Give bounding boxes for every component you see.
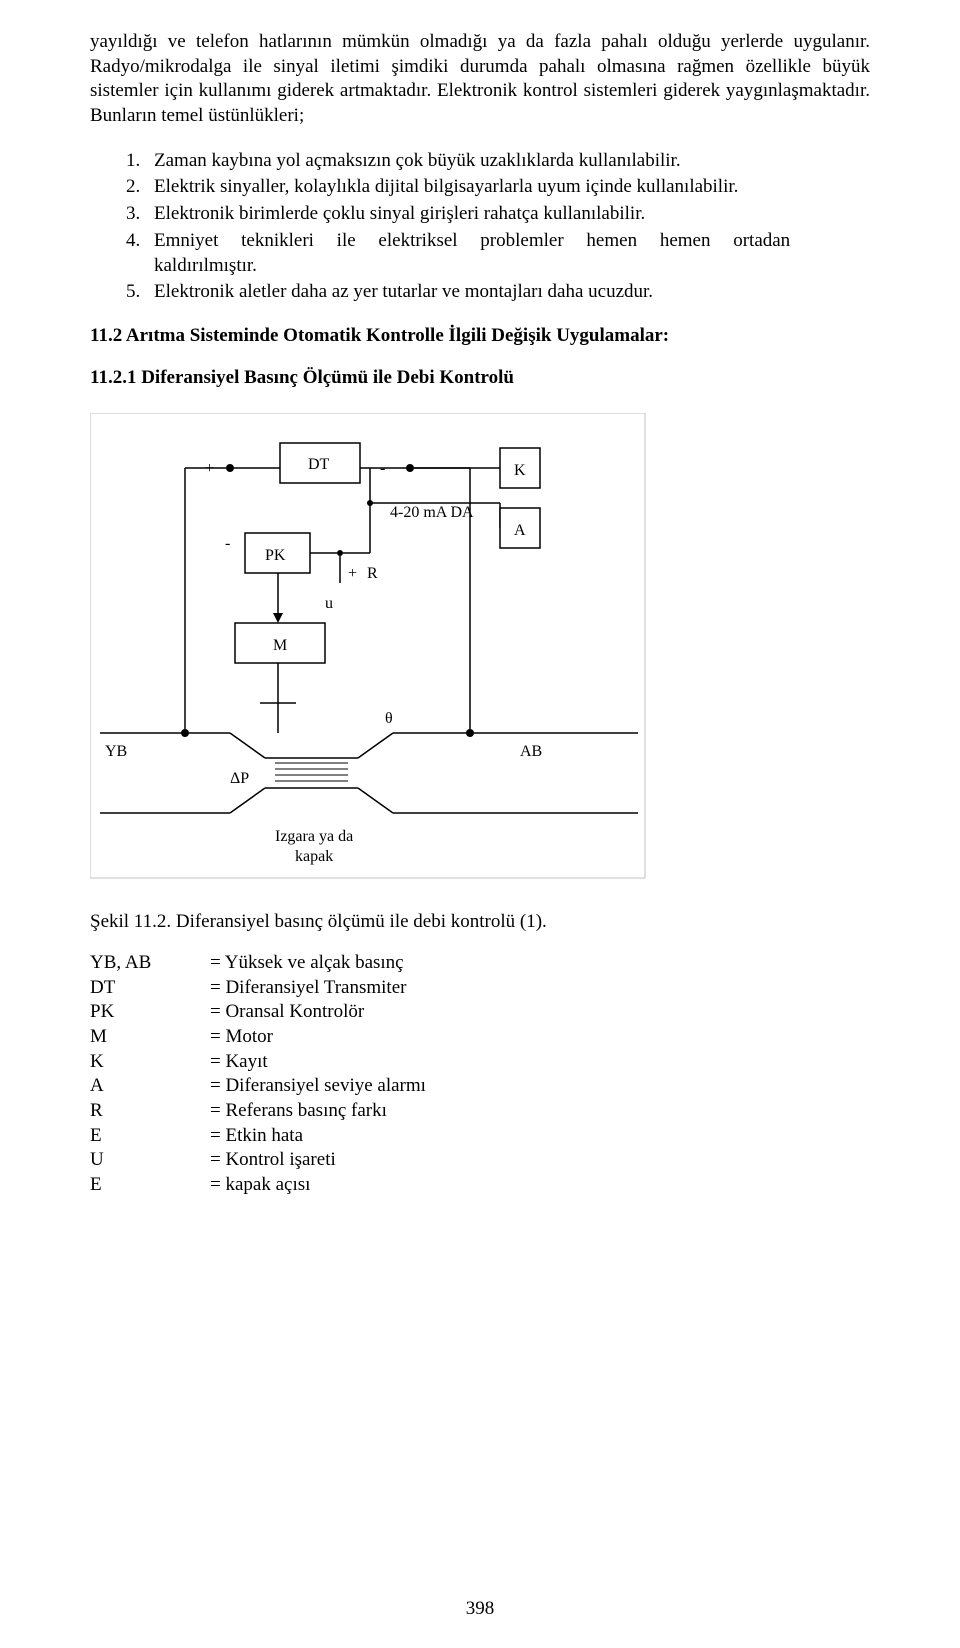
m-label: M	[273, 637, 287, 654]
legend-row: E= kapak açısı	[90, 1173, 870, 1198]
izgara-label-1: Izgara ya da	[275, 828, 353, 845]
legend-row: DT= Diferansiyel Transmiter	[90, 976, 870, 1001]
legend-row: K= Kayıt	[90, 1050, 870, 1075]
legend-value: = Diferansiyel seviye alarmı	[210, 1074, 870, 1099]
legend-value: = Oransal Kontrolör	[210, 1000, 870, 1025]
legend-row: E= Etkin hata	[90, 1124, 870, 1149]
list-number: 2.	[126, 175, 154, 200]
u-label: u	[325, 595, 333, 612]
plus-r-label: + R	[348, 565, 378, 582]
intro-paragraph: yayıldığı ve telefon hatlarının mümkün o…	[90, 30, 870, 129]
legend-value: = Diferansiyel Transmiter	[210, 976, 870, 1001]
legend-key: DT	[90, 976, 210, 1001]
legend-value: = Yüksek ve alçak basınç	[210, 951, 870, 976]
list-text-line: Emniyet teknikleri ile elektriksel probl…	[154, 230, 790, 251]
sum-plus-node	[226, 464, 234, 472]
yb-label: YB	[105, 743, 127, 760]
sum-node	[337, 550, 343, 556]
dt-label: DT	[308, 456, 330, 473]
delta-p-label: ΔP	[230, 770, 249, 787]
pk-label: PK	[265, 547, 286, 564]
legend-key: M	[90, 1025, 210, 1050]
advantages-list: 1. Zaman kaybına yol açmaksızın çok büyü…	[126, 149, 870, 305]
legend-key: U	[90, 1148, 210, 1173]
legend-key: E	[90, 1124, 210, 1149]
list-text: Emniyet teknikleri ile elektriksel probl…	[154, 229, 870, 278]
a-label: A	[514, 522, 526, 539]
list-text: Zaman kaybına yol açmaksızın çok büyük u…	[154, 149, 870, 174]
legend-key: A	[90, 1074, 210, 1099]
list-item: 2. Elektrik sinyaller, kolaylıkla dijita…	[126, 175, 870, 200]
minus-label-2: -	[225, 535, 230, 552]
legend-key: R	[90, 1099, 210, 1124]
list-text: Elektronik aletler daha az yer tutarlar …	[154, 280, 870, 305]
list-number: 1.	[126, 149, 154, 174]
legend-value: = Etkin hata	[210, 1124, 870, 1149]
legend-key: YB, AB	[90, 951, 210, 976]
list-number: 4.	[126, 229, 154, 278]
subsection-heading: 11.2.1 Diferansiyel Basınç Ölçümü ile De…	[90, 367, 870, 389]
list-item: 3. Elektronik birimlerde çoklu sinyal gi…	[126, 202, 870, 227]
venturi-bot-left	[230, 788, 265, 813]
list-item: 4. Emniyet teknikleri ile elektriksel pr…	[126, 229, 870, 278]
section-heading: 11.2 Arıtma Sisteminde Otomatik Kontroll…	[90, 325, 870, 347]
list-text: Elektrik sinyaller, kolaylıkla dijital b…	[154, 175, 870, 200]
legend-row: A= Diferansiyel seviye alarmı	[90, 1074, 870, 1099]
ab-label: AB	[520, 743, 542, 760]
legend-value: = Motor	[210, 1025, 870, 1050]
page-number: 398	[466, 1598, 495, 1620]
control-diagram: + DT - K 4-20 mA DA A PK	[90, 413, 870, 883]
k-label: K	[514, 462, 526, 479]
ab-node	[466, 729, 474, 737]
list-number: 5.	[126, 280, 154, 305]
legend-row: YB, AB= Yüksek ve alçak basınç	[90, 951, 870, 976]
legend: YB, AB= Yüksek ve alçak basınç DT= Difer…	[90, 951, 870, 1198]
legend-value: = Kayıt	[210, 1050, 870, 1075]
legend-key: E	[90, 1173, 210, 1198]
diagram-border	[90, 413, 645, 878]
venturi-top-left	[230, 733, 265, 758]
list-text: Elektronik birimlerde çoklu sinyal giriş…	[154, 202, 870, 227]
signal-label: 4-20 mA DA	[390, 504, 474, 521]
legend-value: = Referans basınç farkı	[210, 1099, 870, 1124]
sum-minus-node	[406, 464, 414, 472]
venturi-top-right	[358, 733, 393, 758]
list-item: 5. Elektronik aletler daha az yer tutarl…	[126, 280, 870, 305]
list-item: 1. Zaman kaybına yol açmaksızın çok büyü…	[126, 149, 870, 174]
arrowhead-icon	[273, 613, 283, 623]
list-text-line: kaldırılmıştır.	[154, 255, 257, 276]
yb-node	[181, 729, 189, 737]
legend-row: R= Referans basınç farkı	[90, 1099, 870, 1124]
legend-value: = Kontrol işareti	[210, 1148, 870, 1173]
theta-label: θ	[385, 710, 393, 727]
legend-key: PK	[90, 1000, 210, 1025]
figure-caption: Şekil 11.2. Diferansiyel basınç ölçümü i…	[90, 911, 870, 933]
venturi-bot-right	[358, 788, 393, 813]
legend-row: M= Motor	[90, 1025, 870, 1050]
list-number: 3.	[126, 202, 154, 227]
legend-row: U= Kontrol işareti	[90, 1148, 870, 1173]
legend-key: K	[90, 1050, 210, 1075]
legend-row: PK= Oransal Kontrolör	[90, 1000, 870, 1025]
diagram-svg: + DT - K 4-20 mA DA A PK	[90, 413, 650, 883]
legend-value: = kapak açısı	[210, 1173, 870, 1198]
izgara-label-2: kapak	[295, 848, 333, 865]
